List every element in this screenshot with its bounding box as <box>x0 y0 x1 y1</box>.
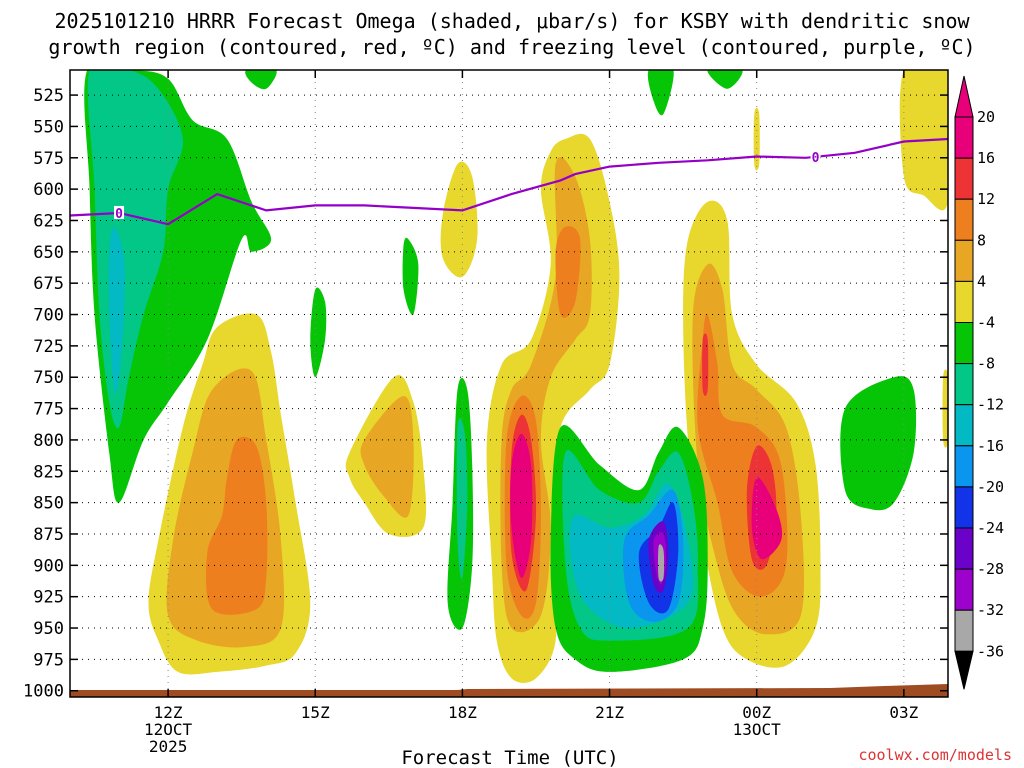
ground-surface <box>70 684 948 697</box>
colorbar-label: 8 <box>977 231 986 249</box>
colorbar-label: -32 <box>977 601 1004 619</box>
y-tick-label: 900 <box>33 556 64 576</box>
colorbar-label: -12 <box>977 396 1004 414</box>
y-tick-label: 925 <box>33 588 64 608</box>
title-line-2: growth region (contoured, red, ºC) and f… <box>48 35 975 59</box>
colorbar-segment <box>954 322 974 365</box>
omega-region-rise-4 <box>753 107 760 171</box>
colorbar-segment <box>954 239 974 282</box>
y-tick-label: 575 <box>33 149 64 169</box>
colorbar-segment <box>954 157 974 200</box>
y-tick-label: 675 <box>33 274 64 294</box>
y-tick-label: 750 <box>33 368 64 388</box>
colorbar-segment <box>954 404 974 447</box>
omega-region-rise-12 <box>206 436 268 615</box>
x-tick-label: 18Z <box>448 703 477 722</box>
colorbar-segment <box>954 116 974 159</box>
omega-region-sink-8 <box>245 70 277 90</box>
x-tick-label: 21Z <box>595 703 624 722</box>
colorbar-label: 4 <box>977 272 986 290</box>
x-tick-label: 2025 <box>149 737 188 756</box>
colorbar-label: -28 <box>977 560 1004 578</box>
omega-region-rise-16 <box>702 333 709 397</box>
omega-region-sink-8 <box>310 287 327 378</box>
colorbar-label: 20 <box>977 108 995 126</box>
colorbar-bottom-arrow <box>954 650 974 690</box>
omega-region-sink-12 <box>456 418 468 580</box>
colorbar-label: -16 <box>977 437 1004 455</box>
x-tick-label: 00Z <box>742 703 771 722</box>
grid-lines <box>70 70 948 697</box>
colorbar-label: 16 <box>977 149 995 167</box>
colorbar-segment <box>954 486 974 529</box>
freezing-label-bg <box>114 205 125 219</box>
colorbar-segment <box>954 363 974 406</box>
y-tick-label: 1000 <box>23 682 64 702</box>
title-line-1: 2025101210 HRRR Forecast Omega (shaded, … <box>54 9 970 33</box>
omega-region-rise-12 <box>555 226 581 318</box>
omega-region-rise-4 <box>440 161 478 278</box>
colorbar-legend: 20 16 12 8 4 -4 -8 -12 -16 -20 -24 -28 -32 -36 <box>954 75 1004 690</box>
y-tick-label: 875 <box>33 525 64 545</box>
y-tick-label: 550 <box>33 117 64 137</box>
y-tick-label: 650 <box>33 243 64 263</box>
x-tick-label: 15Z <box>301 703 330 722</box>
x-axis-title: Forecast Time (UTC) <box>401 747 618 768</box>
y-tick-label: 725 <box>33 337 64 357</box>
ground-fill <box>70 684 948 697</box>
y-tick-label: 525 <box>33 86 64 106</box>
y-tick-label: 950 <box>33 619 64 639</box>
y-tick-label: 850 <box>33 494 64 514</box>
freezing-level-contour <box>69 137 949 226</box>
colorbar-segment <box>954 445 974 488</box>
y-axis: 525 550 575 600 625 650 675 700 725 750 775 800 825 8… <box>23 86 948 702</box>
colorbar-label: -36 <box>977 642 1004 660</box>
x-tick-label: 12Z <box>154 703 183 722</box>
freezing-label-bg <box>810 149 821 163</box>
source-credit[interactable]: coolwx.com/models <box>858 746 1012 764</box>
y-tick-label: 975 <box>33 650 64 670</box>
y-tick-label: 625 <box>33 211 64 231</box>
colorbar-label: -4 <box>977 314 995 332</box>
omega-region-rise-20 <box>510 433 533 579</box>
colorbar-segment <box>954 609 974 652</box>
omega-region-sink-36 <box>658 544 665 582</box>
colorbar-label: -24 <box>977 519 1004 537</box>
colorbar-segment <box>954 568 974 611</box>
omega-region-rise-20 <box>751 477 783 560</box>
x-tick-label: 03Z <box>889 703 918 722</box>
y-tick-label: 700 <box>33 306 64 326</box>
omega-region-sink-8 <box>647 70 674 116</box>
colorbar-top-arrow <box>954 75 974 118</box>
omega-region-sink-8 <box>402 237 419 316</box>
colorbar-label: -8 <box>977 355 995 373</box>
omega-region-sink-8 <box>707 70 743 89</box>
freezing-level-label: 0 <box>812 151 820 166</box>
omega-region-sink-16 <box>108 226 125 395</box>
colorbar-label: 12 <box>977 190 995 208</box>
plot-frame <box>69 69 949 698</box>
x-tick-label: 12OCT <box>144 720 193 739</box>
colorbar-segment <box>954 198 974 241</box>
omega-region-sink-8 <box>840 376 917 511</box>
x-tick-label: 13OCT <box>733 720 782 739</box>
omega-shading <box>84 70 948 683</box>
omega-region-rise-4 <box>899 70 948 211</box>
y-tick-label: 800 <box>33 431 64 451</box>
colorbar-label: -20 <box>977 478 1004 496</box>
colorbar-segment <box>954 280 974 323</box>
colorbar-segment <box>954 527 974 570</box>
freezing-level-label: 0 <box>115 207 123 222</box>
y-tick-label: 600 <box>33 180 64 200</box>
freezing-level-line: 00 <box>69 137 949 226</box>
y-tick-label: 825 <box>33 462 64 482</box>
omega-region-rise-8 <box>360 396 414 518</box>
y-tick-label: 775 <box>33 400 64 420</box>
